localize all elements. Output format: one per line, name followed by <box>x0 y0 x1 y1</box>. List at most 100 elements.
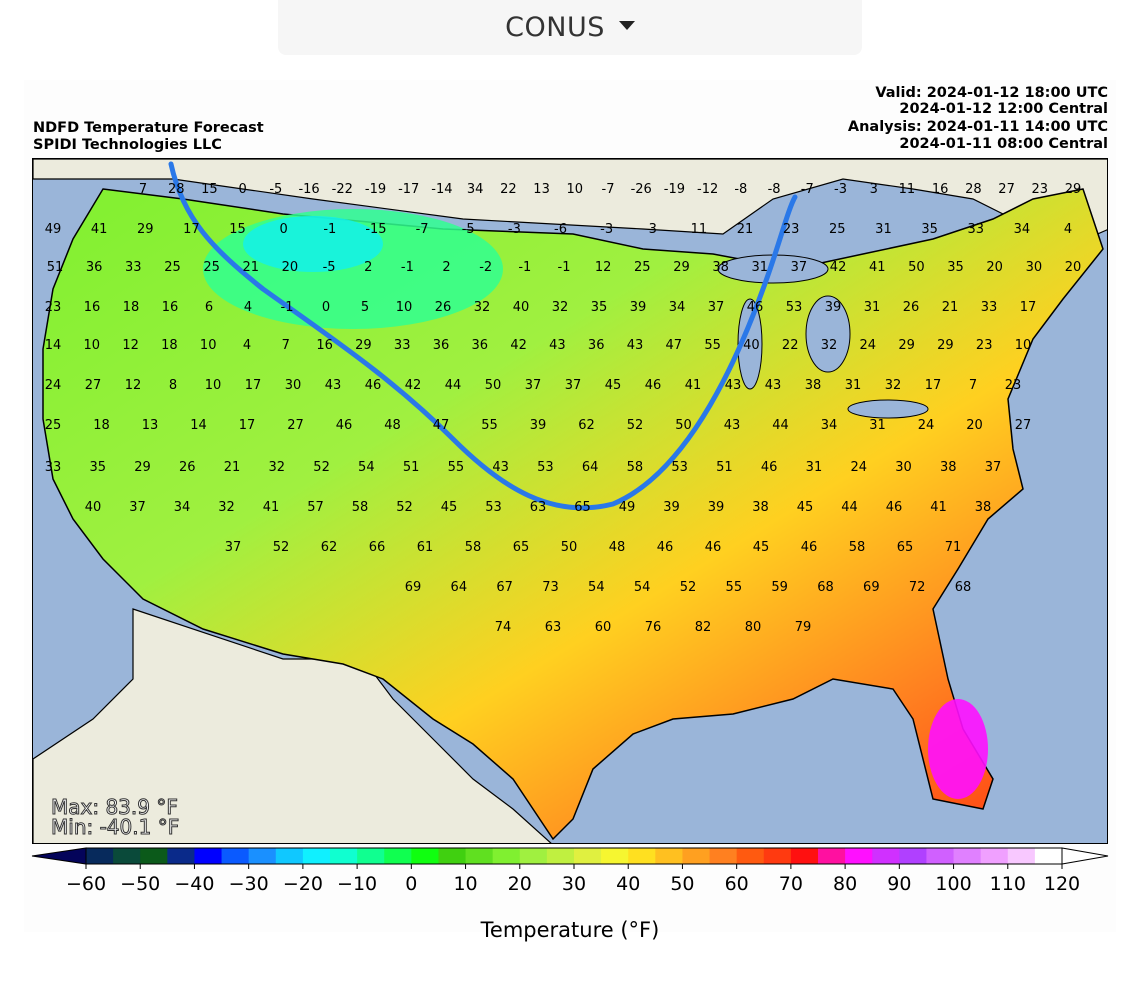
station-temperature-value: 32 <box>474 300 491 315</box>
station-temperature-value: 16 <box>932 182 949 197</box>
colorbar-cell <box>736 848 765 864</box>
colorbar-cell <box>302 848 331 864</box>
station-temperature-value: 49 <box>619 500 636 515</box>
station-temperature-value: 36 <box>472 338 489 353</box>
station-temperature-value: 62 <box>578 418 595 433</box>
station-temperature-value: 33 <box>981 300 998 315</box>
station-temperature-value: 40 <box>513 300 530 315</box>
station-temperature-value: 39 <box>708 500 725 515</box>
station-temperature-value: 17 <box>239 418 256 433</box>
station-temperature-value: 50 <box>485 378 502 393</box>
colorbar-ticks: −60 −50 −40 −30 −20 −10 0 10 20 30 40 50 60 70 80 90 100… <box>66 864 1080 895</box>
station-temperature-value: 39 <box>663 500 680 515</box>
colorbar-cell <box>384 848 412 864</box>
station-temperature-value: 23 <box>976 338 993 353</box>
station-temperature-value: 53 <box>485 500 502 515</box>
colorbar-cell <box>465 848 494 864</box>
colorbar-tick-label: −10 <box>337 873 377 895</box>
station-temperature-value: -15 <box>365 222 386 237</box>
station-temperature-value: 63 <box>545 620 562 635</box>
station-temperature-value: 66 <box>369 540 386 555</box>
station-temperature-value: -3 <box>600 222 613 237</box>
station-temperature-value: 54 <box>588 580 605 595</box>
station-temperature-value: 36 <box>433 338 450 353</box>
station-temperature-value: 33 <box>394 338 411 353</box>
station-temperature-value: 65 <box>574 500 591 515</box>
station-temperature-value: 34 <box>1014 222 1031 237</box>
valid-time-central: 2024-01-12 12:00 Central <box>899 101 1108 117</box>
station-temperature-value: 10 <box>205 378 222 393</box>
station-temperature-value: -1 <box>281 300 294 315</box>
colorbar-cell <box>1007 848 1036 864</box>
colorbar-tick-label: 30 <box>562 873 586 895</box>
station-temperature-value: 31 <box>869 418 886 433</box>
station-temperature-value: 7 <box>139 182 147 197</box>
forecast-figure: NDFD Temperature Forecast SPIDI Technolo… <box>24 80 1116 942</box>
station-temperature-value: 26 <box>435 300 452 315</box>
station-temperature-value: 4 <box>243 338 251 353</box>
station-temperature-value: 38 <box>752 500 769 515</box>
colorbar-tick-label: 120 <box>1044 873 1080 895</box>
station-temperature-value: 7 <box>282 338 290 353</box>
station-temperature-value: 62 <box>321 540 338 555</box>
station-temperature-value: 79 <box>795 620 812 635</box>
analysis-time-central: 2024-01-11 08:00 Central <box>899 136 1108 152</box>
station-temperature-value: 29 <box>937 338 954 353</box>
station-temperature-value: 69 <box>863 580 880 595</box>
station-temperature-value: 36 <box>588 338 605 353</box>
region-selector[interactable]: CONUS <box>278 0 862 55</box>
station-temperature-value: -7 <box>602 182 615 197</box>
station-temperature-value: 14 <box>45 338 62 353</box>
station-temperature-value: 43 <box>765 378 782 393</box>
station-temperature-value: 52 <box>627 418 644 433</box>
station-temperature-value: 74 <box>495 620 512 635</box>
station-temperature-value: -12 <box>697 182 718 197</box>
station-temperature-value: 31 <box>875 222 892 237</box>
station-temperature-value: 20 <box>282 260 299 275</box>
station-temperature-value: 32 <box>885 378 902 393</box>
station-temperature-value: 24 <box>45 378 62 393</box>
station-temperature-value: 39 <box>530 418 547 433</box>
station-temperature-value: 37 <box>791 260 808 275</box>
station-temperature-value: -8 <box>734 182 747 197</box>
station-temperature-value: 17 <box>925 378 942 393</box>
station-temperature-value: 48 <box>609 540 626 555</box>
station-temperature-value: 10 <box>84 338 101 353</box>
station-temperature-value: 21 <box>942 300 959 315</box>
station-temperature-value: 69 <box>405 580 422 595</box>
colorbar-cell <box>926 848 955 864</box>
station-temperature-value: 24 <box>850 460 867 475</box>
station-temperature-value: 52 <box>313 460 330 475</box>
station-temperature-value: 0 <box>280 222 288 237</box>
colorbar-cell <box>628 848 656 864</box>
station-temperature-value: 32 <box>821 338 838 353</box>
station-temperature-value: 27 <box>85 378 102 393</box>
station-temperature-value: 37 <box>225 540 242 555</box>
station-temperature-value: -1 <box>558 260 571 275</box>
station-temperature-value: 32 <box>552 300 569 315</box>
colorbar-cell <box>574 848 602 864</box>
station-temperature-value: 31 <box>806 460 823 475</box>
station-temperature-value: 4 <box>1064 222 1072 237</box>
station-temperature-value: 80 <box>745 620 762 635</box>
station-temperature-value: 6 <box>205 300 213 315</box>
station-temperature-value: 18 <box>123 300 140 315</box>
station-temperature-value: 68 <box>817 580 834 595</box>
station-temperature-value: 25 <box>829 222 846 237</box>
station-temperature-value: 65 <box>897 540 914 555</box>
station-temperature-value: 50 <box>561 540 578 555</box>
station-temperature-value: 11 <box>691 222 708 237</box>
station-temperature-value: 35 <box>591 300 608 315</box>
temperature-colorbar: −60 −50 −40 −30 −20 −10 0 10 20 30 40 50 60 70 80 90 100… <box>31 847 1109 895</box>
colorbar-tick-label: 20 <box>508 873 532 895</box>
station-temperature-value: 17 <box>1020 300 1037 315</box>
colorbar-cell <box>86 848 114 864</box>
station-temperature-value: 17 <box>183 222 200 237</box>
station-temperature-value: 45 <box>605 378 622 393</box>
station-temperature-value: -19 <box>365 182 386 197</box>
colorbar-cell <box>818 848 846 864</box>
station-temperature-value: 46 <box>705 540 722 555</box>
station-temperature-value: 50 <box>675 418 692 433</box>
station-temperature-value: 27 <box>998 182 1015 197</box>
station-temperature-value: 10 <box>567 182 584 197</box>
